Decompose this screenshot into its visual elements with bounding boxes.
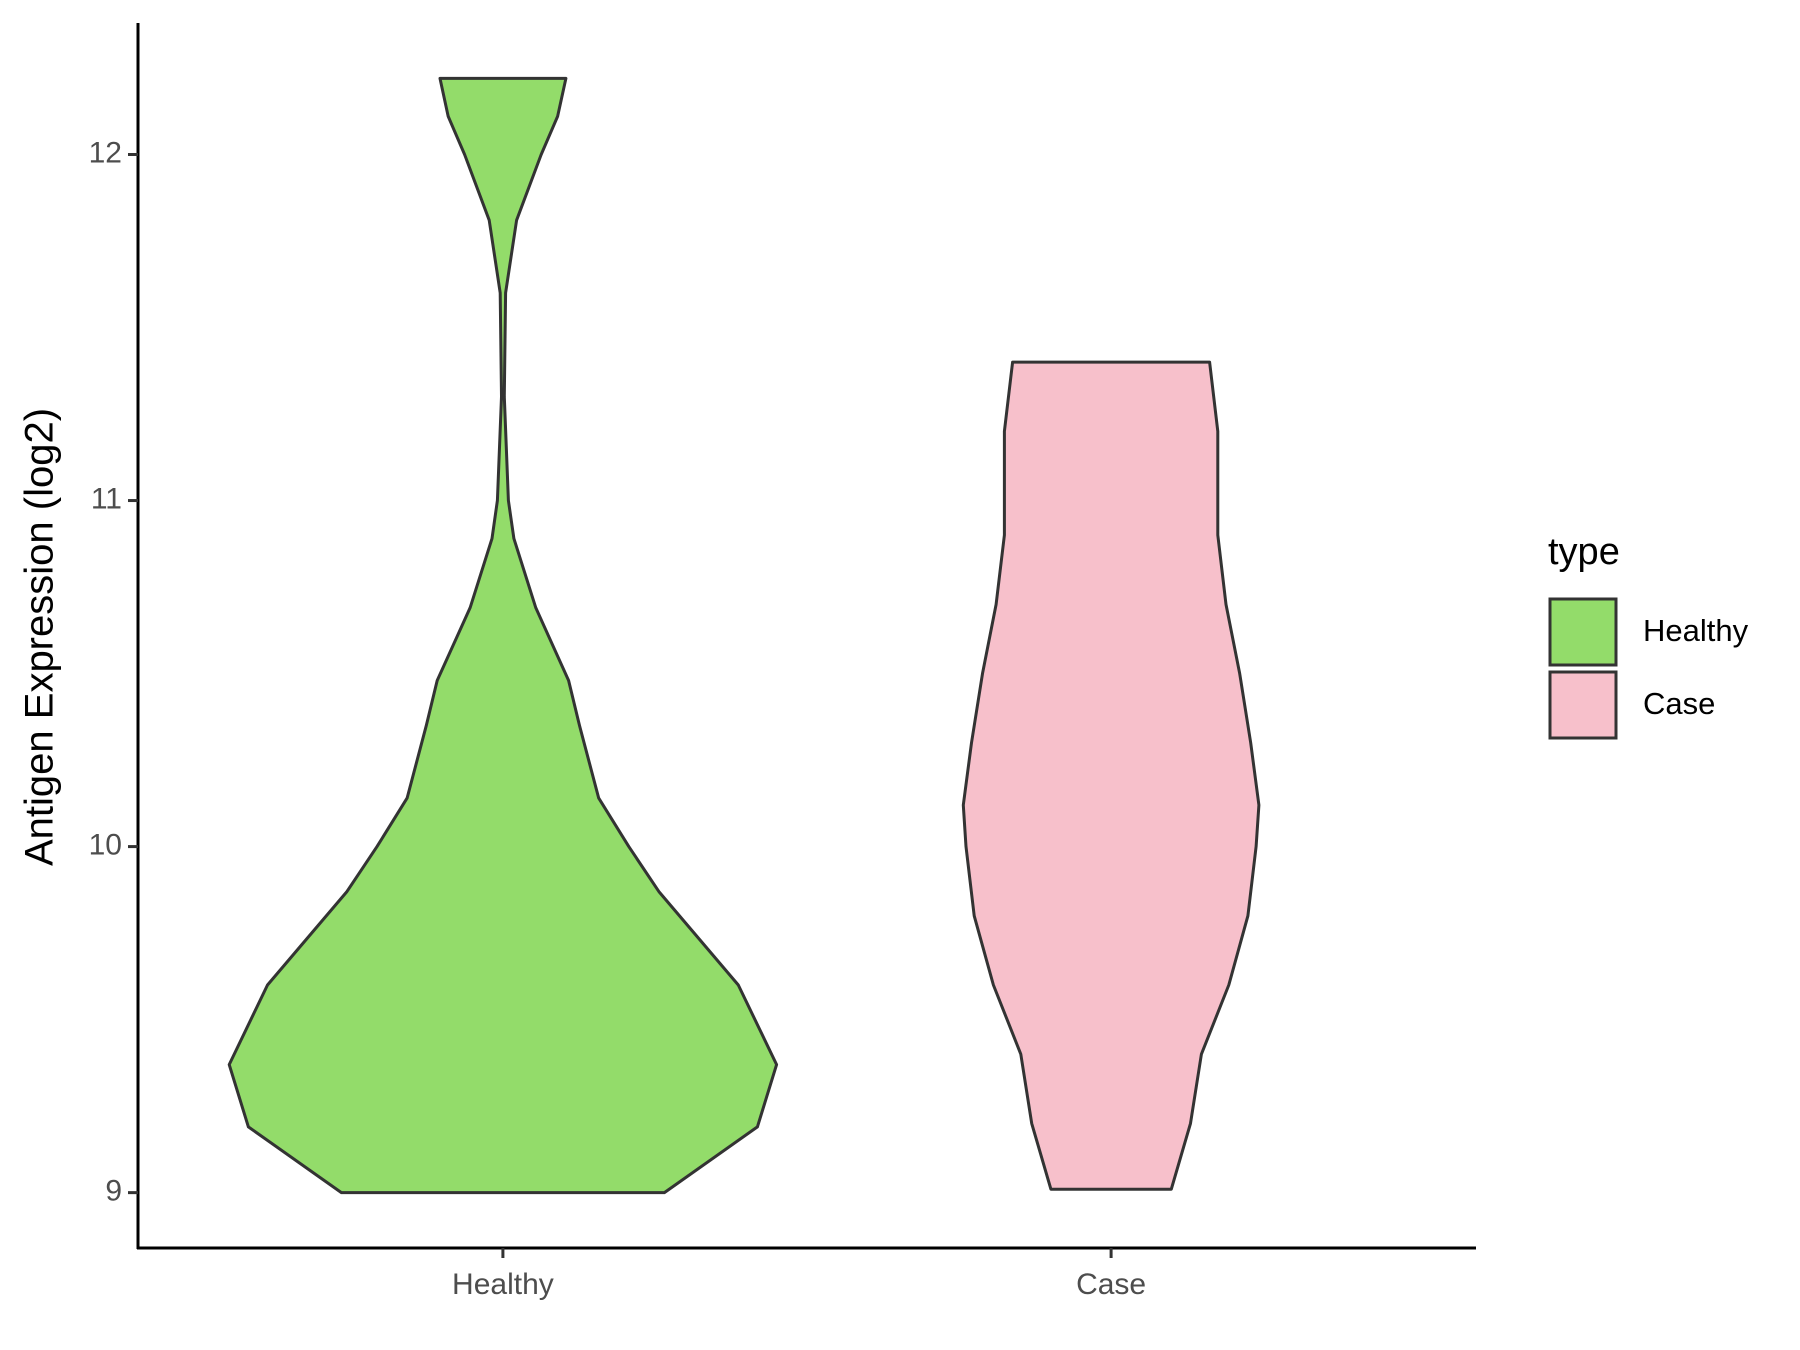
legend-key <box>1548 670 1618 740</box>
y-tick-label: 10 <box>89 829 122 862</box>
y-tick-label: 9 <box>105 1175 122 1208</box>
violin <box>227 76 779 1195</box>
legend-label: Healthy <box>1643 613 1749 648</box>
violin <box>961 360 1261 1191</box>
x-tick-label: Healthy <box>452 1268 554 1301</box>
legend-label: Case <box>1643 686 1715 721</box>
legend-key <box>1548 597 1618 667</box>
y-tick-label: 12 <box>89 136 122 169</box>
y-tick-label: 11 <box>91 482 122 515</box>
y-axis-title: Antigen Expression (log2) <box>18 408 62 866</box>
legend-title: type <box>1548 531 1620 573</box>
x-tick-label: Case <box>1076 1268 1146 1301</box>
